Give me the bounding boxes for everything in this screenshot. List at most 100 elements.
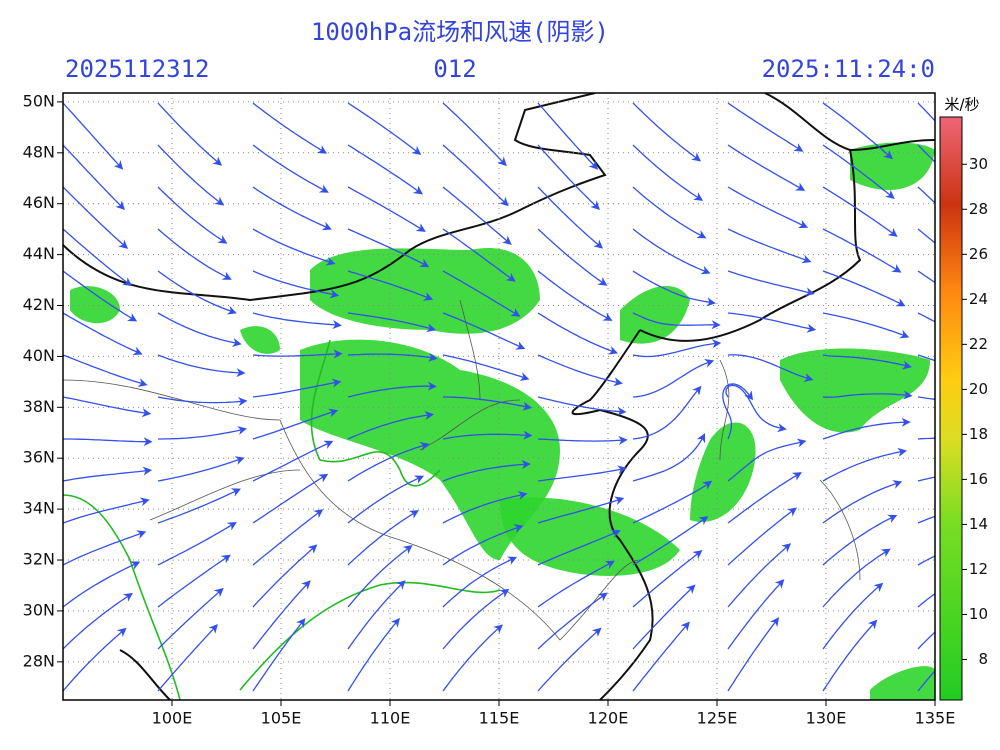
streamline [537, 354, 623, 387]
forecast-hour: 012 [433, 55, 476, 83]
streamline [63, 592, 133, 650]
map-title: 1000hPa流场和风速(阴影) [311, 18, 609, 46]
streamline [347, 144, 423, 195]
streamline [917, 515, 935, 524]
colorbar-label: 26 [969, 245, 988, 263]
streamline [632, 144, 704, 201]
streamline [157, 186, 228, 244]
lon-tick-label: 135E [915, 709, 956, 728]
streamline [537, 270, 613, 321]
streamline [917, 354, 935, 362]
lon-tick-label: 115E [479, 709, 520, 728]
streamline [917, 669, 935, 692]
streamline [537, 529, 621, 566]
colorbar-label: 22 [969, 335, 988, 353]
streamline [157, 624, 218, 692]
colorbar-label: 8 [978, 650, 988, 668]
streamline [252, 144, 329, 193]
streamline [63, 437, 153, 447]
streamline [537, 396, 627, 416]
streamline [537, 144, 601, 210]
streamline [442, 354, 530, 381]
streamline [63, 144, 125, 210]
streamline [347, 475, 425, 524]
lon-tick-label: 100E [152, 709, 193, 728]
streamline [632, 270, 716, 307]
streamline [727, 102, 804, 152]
streamlines [63, 102, 935, 692]
colorbar-unit: 米/秒 [944, 96, 979, 114]
streamline [157, 554, 231, 608]
colorbar-label: 24 [969, 290, 988, 308]
streamline [537, 435, 628, 445]
lat-tick-label: 28N [23, 651, 55, 670]
streamline [822, 102, 893, 160]
streamline [347, 186, 426, 232]
streamline [822, 144, 895, 199]
colorbar [939, 116, 963, 701]
streamline [632, 186, 707, 239]
streamline [347, 411, 434, 440]
colorbar-label: 20 [969, 380, 988, 398]
streamline [917, 102, 935, 122]
lat-tick-label: 44N [23, 244, 55, 263]
streamline [252, 186, 332, 231]
streamline [632, 433, 706, 482]
streamline [822, 514, 898, 566]
init-time: 2025112312 [65, 55, 210, 83]
streamline [442, 102, 507, 167]
streamline [727, 186, 809, 229]
streamline [442, 556, 518, 608]
streamline [632, 480, 713, 524]
streamline [822, 354, 912, 370]
lon-tick-label: 120E [588, 709, 629, 728]
streamline [442, 312, 526, 350]
streamline [917, 437, 935, 440]
streamline [63, 102, 124, 170]
streamline [442, 228, 516, 282]
streamline [252, 618, 306, 692]
streamline [347, 352, 438, 362]
streamline [725, 384, 787, 433]
streamline [632, 621, 690, 692]
streamline [722, 383, 754, 440]
streamline [537, 496, 625, 524]
streamline [157, 102, 223, 166]
streamline [252, 349, 343, 359]
colorbar-label: 12 [969, 560, 988, 578]
streamline [822, 480, 903, 524]
streamline [63, 396, 152, 418]
streamline [347, 510, 419, 566]
streamline [632, 550, 703, 608]
streamline [537, 592, 608, 650]
streamline [727, 617, 780, 692]
streamline [537, 465, 627, 482]
streamline [917, 270, 935, 284]
streamline [252, 509, 324, 566]
streamline [917, 144, 935, 164]
streamline [537, 186, 604, 249]
lat-tick-label: 42N [23, 295, 55, 314]
lat-tick-label: 38N [23, 397, 55, 416]
lat-tick-label: 36N [23, 448, 55, 467]
lat-tick-label: 48N [23, 142, 55, 161]
streamline [442, 430, 533, 440]
streamline [442, 588, 510, 650]
streamline [727, 228, 812, 264]
lon-tick-label: 105E [261, 709, 302, 728]
streamline [158, 426, 247, 440]
streamline [822, 548, 891, 608]
lat-tick-label: 30N [23, 600, 55, 619]
streamline [347, 270, 434, 301]
streamline [537, 228, 608, 286]
streamline [157, 228, 232, 280]
streamline [63, 312, 143, 356]
lat-tick-label: 34N [23, 499, 55, 518]
streamline [632, 359, 715, 398]
streamline [917, 555, 935, 566]
streamline [157, 354, 246, 378]
streamline [63, 497, 150, 524]
streamline [63, 627, 127, 692]
streamline [822, 447, 907, 482]
streamline [632, 228, 711, 275]
